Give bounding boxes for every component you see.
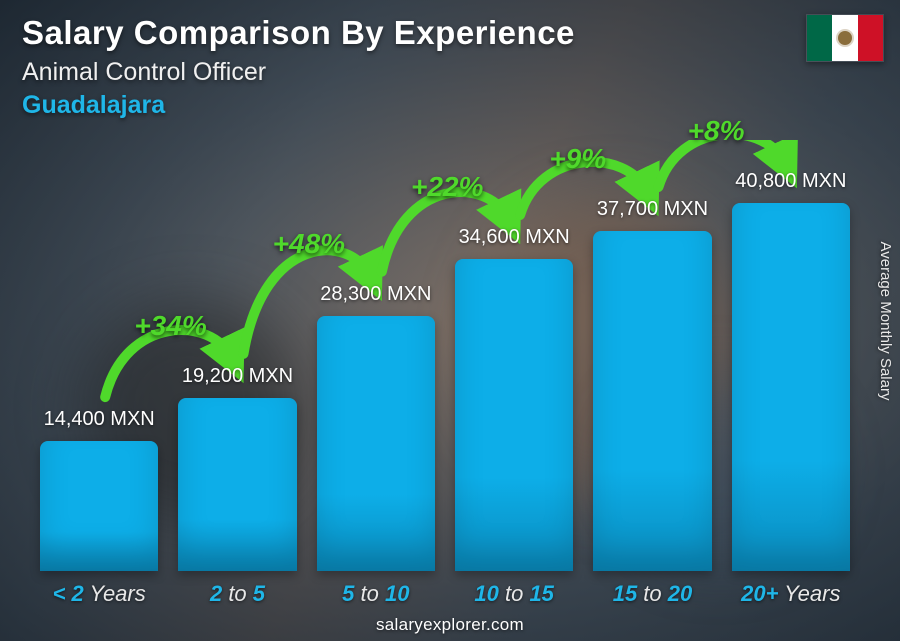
y-axis-label: Average Monthly Salary [877,241,894,400]
bar-slot: 14,400 MXN [40,408,158,571]
bar-value-label: 14,400 MXN [44,408,155,431]
bar-value-label: 28,300 MXN [320,283,431,306]
footer-credit: salaryexplorer.com [0,615,900,635]
bar [455,259,573,571]
flag-emblem-icon [838,31,852,45]
chart-title: Salary Comparison By Experience [22,14,820,52]
chart-subtitle: Animal Control Officer [22,58,820,87]
bar-value-label: 34,600 MXN [459,226,570,249]
bar-slot: 37,700 MXN [593,198,711,571]
bar-slot: 40,800 MXN [732,170,850,571]
header: Salary Comparison By Experience Animal C… [22,14,820,120]
bar [593,231,711,571]
bar-slot: 28,300 MXN [317,283,435,571]
bar-slot: 19,200 MXN [178,365,296,571]
x-axis-label: 10 to 15 [455,581,573,607]
bar-slot: 34,600 MXN [455,226,573,571]
chart-city: Guadalajara [22,91,820,120]
x-axis-label: 15 to 20 [593,581,711,607]
x-axis-label: 2 to 5 [178,581,296,607]
bar [317,316,435,571]
bars-container: 14,400 MXN 19,200 MXN 28,300 MXN 34,600 MXN… [30,140,860,571]
flag-icon [806,14,884,62]
bar [178,398,296,571]
chart-area: 14,400 MXN 19,200 MXN 28,300 MXN 34,600 MXN… [30,140,860,571]
x-axis-labels: < 2 Years 2 to 5 5 to 10 10 to 15 15 to 20 20… [30,581,860,607]
bar-value-label: 37,700 MXN [597,198,708,221]
x-axis-label: < 2 Years [40,581,158,607]
bar [40,441,158,571]
bar-value-label: 19,200 MXN [182,365,293,388]
x-axis-label: 5 to 10 [317,581,435,607]
bar [732,203,850,571]
x-axis-label: 20+ Years [732,581,850,607]
bar-value-label: 40,800 MXN [735,170,846,193]
